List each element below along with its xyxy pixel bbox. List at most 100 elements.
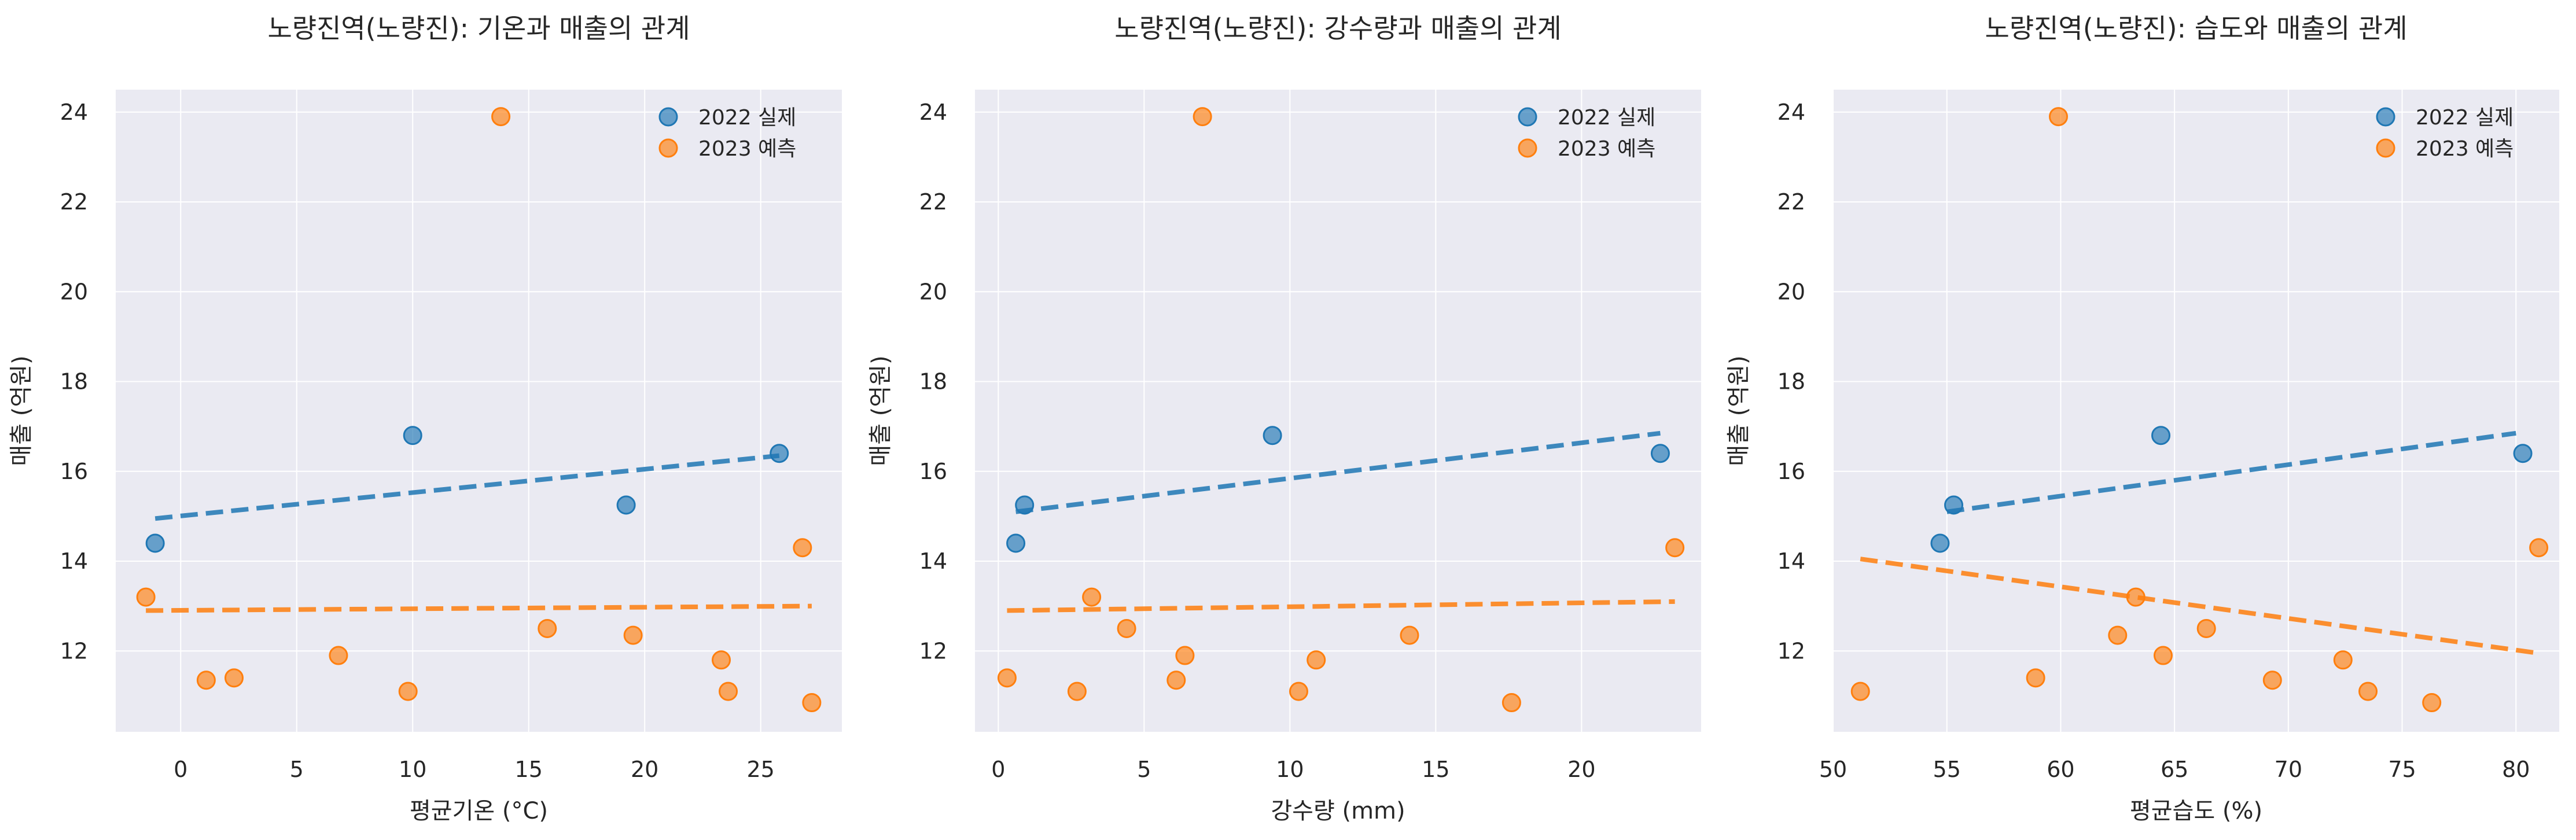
chart-panel-3: 12 14 16 18 20 22 24 50 55 60 65 70 75 80 노량진역(노량진): 습…: [1725, 13, 2559, 824]
y-tick-label: 18: [60, 369, 88, 395]
y-tick-label: 16: [1778, 459, 1805, 484]
x-axis-label: 강수량 (mm): [1271, 798, 1405, 824]
data-point-2023: [1502, 693, 1521, 713]
x-tick-label: 20: [631, 757, 658, 782]
x-tick-label: 15: [515, 757, 543, 782]
data-point-2022: [1015, 495, 1035, 515]
data-point-2023: [2333, 650, 2353, 670]
data-point-2023: [1117, 618, 1136, 638]
trend-line-2023: [146, 603, 812, 613]
x-axis-label: 평균기온 (°C): [410, 798, 548, 824]
x-tick-label: 0: [174, 757, 187, 782]
data-point-2023: [1067, 681, 1087, 701]
y-tick-label: 22: [919, 189, 947, 215]
x-tick-label: 10: [399, 757, 426, 782]
data-point-2023: [1193, 107, 1212, 127]
y-tick-label: 16: [919, 459, 947, 484]
chart-title: 노량진역(노량진): 습도와 매출의 관계: [1985, 13, 2407, 44]
legend-marker: [658, 107, 678, 127]
data-point-2022: [770, 444, 789, 463]
y-tick-label: 14: [60, 548, 88, 574]
y-tick-label: 20: [919, 279, 947, 304]
x-tick-label: 60: [2047, 757, 2074, 782]
y-tick-label: 20: [1778, 279, 1805, 304]
data-point-2022: [1650, 444, 1670, 463]
chart-title: 노량진역(노량진): 기온과 매출의 관계: [267, 13, 690, 44]
data-point-2023: [398, 681, 418, 701]
data-point-2023: [538, 618, 557, 638]
data-point-2023: [1400, 625, 1419, 645]
data-point-2023: [2153, 646, 2173, 665]
legend-marker: [2376, 107, 2395, 127]
data-point-2023: [2422, 693, 2442, 713]
data-point-2022: [2513, 444, 2533, 463]
legend-label: 2022 실제: [1558, 106, 1655, 130]
y-axis-label: 매출 (억원): [867, 355, 894, 466]
x-tick-label: 75: [2388, 757, 2416, 782]
legend-label: 2022 실제: [698, 106, 796, 130]
y-tick-label: 18: [1778, 369, 1805, 395]
legend-marker: [658, 138, 678, 158]
data-point-2023: [224, 668, 244, 688]
data-point-2023: [1166, 670, 1186, 690]
plot-area: [116, 90, 842, 732]
data-point-2023: [1307, 650, 1326, 670]
y-tick-label: 12: [919, 638, 947, 664]
x-tick-label: 55: [1933, 757, 1961, 782]
data-point-2023: [196, 670, 216, 690]
y-tick-label: 20: [60, 279, 88, 304]
data-point-2023: [2358, 681, 2378, 701]
x-tick-label: 10: [1276, 757, 1304, 782]
y-tick-label: 24: [60, 100, 88, 125]
x-axis-label: 평균습도 (%): [2130, 798, 2262, 824]
y-axis-label: 매출 (억원): [8, 355, 35, 466]
data-point-2023: [2529, 538, 2549, 558]
data-point-2023: [623, 625, 643, 645]
trend-line-2023: [1007, 599, 1675, 613]
data-point-2023: [1850, 681, 1870, 701]
y-tick-label: 24: [919, 100, 947, 125]
y-tick-label: 22: [60, 189, 88, 215]
y-axis-label: 매출 (억원): [1725, 355, 1752, 466]
data-point-2022: [1944, 495, 1964, 515]
legend-marker: [1518, 138, 1537, 158]
y-tick-label: 18: [919, 369, 947, 395]
y-tick-label: 22: [1778, 189, 1805, 215]
chart-panel-1: 12 14 16 18 20 22 24 0 5 10 15 20 25 노량진역(노량진): 기온과 매…: [8, 13, 842, 824]
data-point-2023: [802, 693, 822, 713]
data-point-2022: [616, 495, 636, 515]
data-point-2023: [2026, 668, 2045, 688]
trend-line-2022: [1015, 430, 1661, 514]
x-tick-label: 70: [2275, 757, 2302, 782]
y-tick-label: 12: [1778, 638, 1805, 664]
y-tick-label: 16: [60, 459, 88, 484]
legend-label: 2023 예측: [698, 137, 796, 161]
data-point-2023: [1665, 538, 1685, 558]
data-point-2023: [491, 107, 511, 127]
data-point-2022: [1263, 426, 1282, 445]
y-tick-label: 14: [1778, 548, 1805, 574]
data-point-2023: [793, 538, 812, 558]
data-point-2022: [1006, 533, 1026, 553]
data-point-2023: [719, 681, 738, 701]
data-point-2023: [2126, 587, 2146, 607]
x-tick-label: 25: [746, 757, 774, 782]
legend-marker: [1518, 107, 1537, 127]
legend: 2022 실제 2023 예측: [1518, 106, 1655, 161]
legend-marker: [2376, 138, 2395, 158]
legend-label: 2022 실제: [2416, 106, 2514, 130]
data-point-2023: [997, 668, 1017, 688]
legend-label: 2023 예측: [1558, 137, 1655, 161]
y-tick-label: 12: [60, 638, 88, 664]
x-tick-label: 80: [2502, 757, 2530, 782]
y-tick-label: 14: [919, 548, 947, 574]
data-point-2023: [2196, 618, 2216, 638]
x-tick-label: 50: [1819, 757, 1847, 782]
legend-label: 2023 예측: [2416, 137, 2514, 161]
plot-area: [975, 90, 1701, 732]
data-point-2023: [1289, 681, 1308, 701]
data-point-2022: [403, 426, 422, 445]
chart-panel-2: 12 14 16 18 20 22 24 0 5 10 15 20 노량진역(노량진): 강수량과 매출…: [867, 13, 1701, 824]
data-point-2023: [1175, 646, 1195, 665]
